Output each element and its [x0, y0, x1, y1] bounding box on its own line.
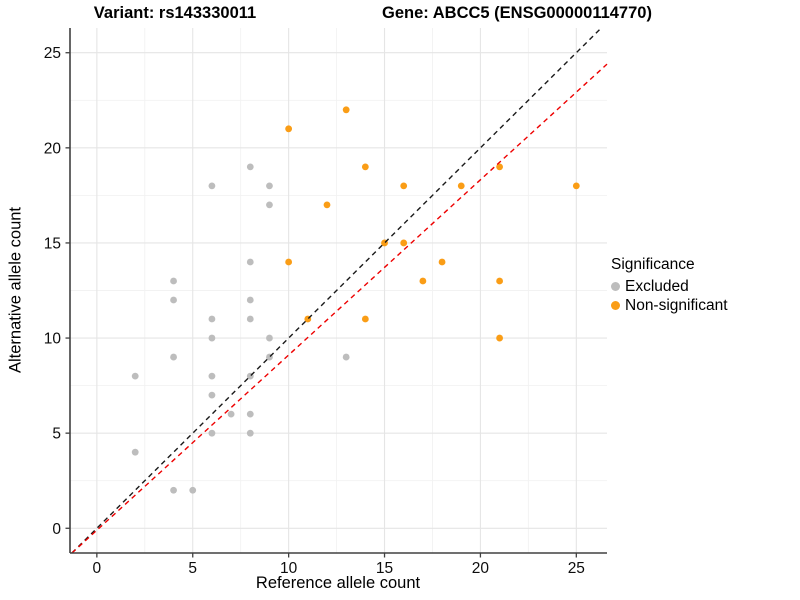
data-point	[361, 163, 369, 171]
legend-item-label: Non-significant	[625, 296, 728, 314]
data-point	[170, 486, 177, 494]
x-tick-label: 20	[472, 560, 490, 577]
data-point	[246, 315, 254, 323]
legend-item-non-significant: Non-significant	[611, 296, 728, 315]
x-tick-label: 10	[280, 560, 298, 577]
x-tick-label: 15	[376, 560, 393, 577]
legend: Significance Excluded Non-significant	[611, 256, 728, 315]
y-axis-title: Alternative allele count	[6, 206, 25, 374]
data-point	[246, 258, 254, 266]
data-point	[170, 296, 177, 304]
identity-line	[71, 26, 603, 554]
data-point	[208, 429, 216, 437]
data-point	[246, 410, 254, 418]
legend-item-excluded: Excluded	[611, 277, 728, 296]
non-significant-dot-icon	[611, 301, 620, 310]
excluded-dot-icon	[611, 282, 620, 291]
plot-title-gene: Gene: ABCC5 (ENSG00000114770)	[382, 4, 652, 22]
data-point	[246, 296, 254, 304]
x-tick-label: 25	[568, 560, 585, 577]
y-tick-label: 10	[44, 331, 62, 348]
data-point	[496, 334, 503, 342]
data-point	[457, 182, 465, 190]
data-point	[438, 258, 446, 266]
major-gridlines	[70, 28, 607, 553]
minor-gridlines	[70, 28, 607, 553]
y-tick-label: 15	[44, 235, 61, 252]
data-point	[361, 315, 369, 323]
data-point	[227, 410, 235, 418]
y-tick-labels: 0 5 10 15 20 25	[44, 45, 62, 538]
data-point	[131, 448, 139, 456]
reference-lines	[71, 26, 608, 554]
legend-item-label: Excluded	[625, 277, 689, 295]
legend-title: Significance	[611, 256, 695, 273]
data-point	[208, 334, 216, 342]
y-tick-label: 25	[44, 45, 61, 62]
plot-title-variant: Variant: rs143330011	[93, 4, 257, 22]
data-point	[342, 106, 350, 114]
data-point	[342, 353, 350, 361]
data-point	[419, 277, 427, 285]
data-point	[400, 239, 408, 247]
data-point	[170, 353, 177, 361]
y-tick-label: 0	[52, 521, 61, 538]
axes	[69, 28, 607, 554]
y-tick-label: 5	[52, 426, 61, 443]
data-point	[208, 315, 216, 323]
tick-marks	[65, 52, 577, 558]
data-point	[189, 486, 197, 494]
x-tick-labels: 0 5 10 15 20 25	[93, 560, 585, 577]
data-point	[208, 182, 216, 190]
data-point	[208, 391, 216, 399]
data-point	[246, 163, 254, 171]
data-point	[496, 277, 503, 285]
data-point	[266, 334, 273, 342]
points-excluded	[131, 163, 350, 494]
data-point	[496, 163, 503, 171]
y-tick-label: 20	[44, 140, 62, 157]
data-point	[400, 182, 408, 190]
data-point	[208, 372, 216, 380]
data-point	[285, 258, 293, 266]
data-point	[131, 372, 139, 380]
data-point	[323, 201, 331, 209]
x-tick-label: 0	[93, 560, 102, 577]
fitted-line	[71, 63, 608, 554]
data-point	[572, 182, 580, 190]
data-point	[285, 125, 293, 133]
x-axis-title: Reference allele count	[255, 574, 421, 592]
x-tick-label: 5	[188, 560, 197, 577]
data-point	[266, 182, 273, 190]
data-point	[266, 201, 273, 209]
data-point	[246, 429, 254, 437]
data-point	[170, 277, 177, 285]
